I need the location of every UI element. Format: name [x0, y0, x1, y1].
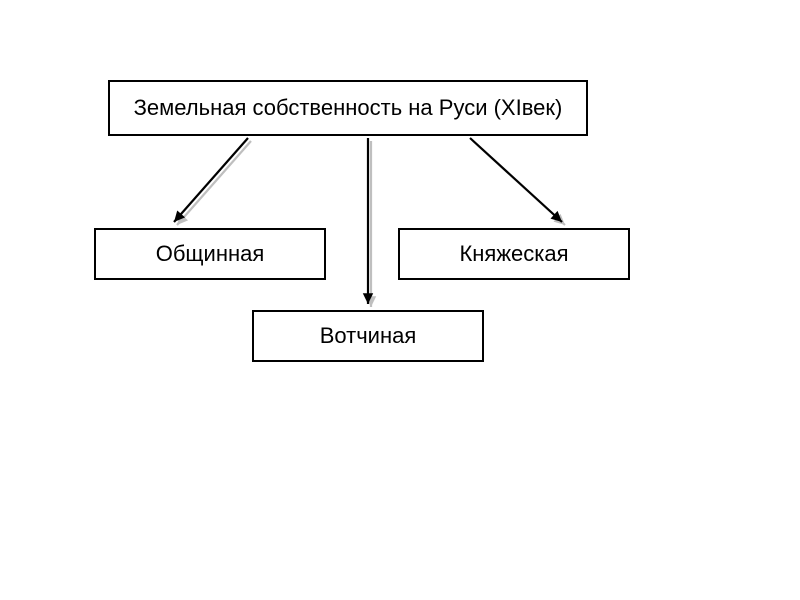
node-right: Княжеская [398, 228, 630, 280]
node-left-label: Общинная [156, 241, 265, 267]
node-bottom: Вотчиная [252, 310, 484, 362]
node-root-label: Земельная собственность на Руси (XIвек) [134, 95, 563, 121]
node-right-label: Княжеская [459, 241, 568, 267]
node-root: Земельная собственность на Руси (XIвек) [108, 80, 588, 136]
node-left: Общинная [94, 228, 326, 280]
node-bottom-label: Вотчиная [320, 323, 417, 349]
